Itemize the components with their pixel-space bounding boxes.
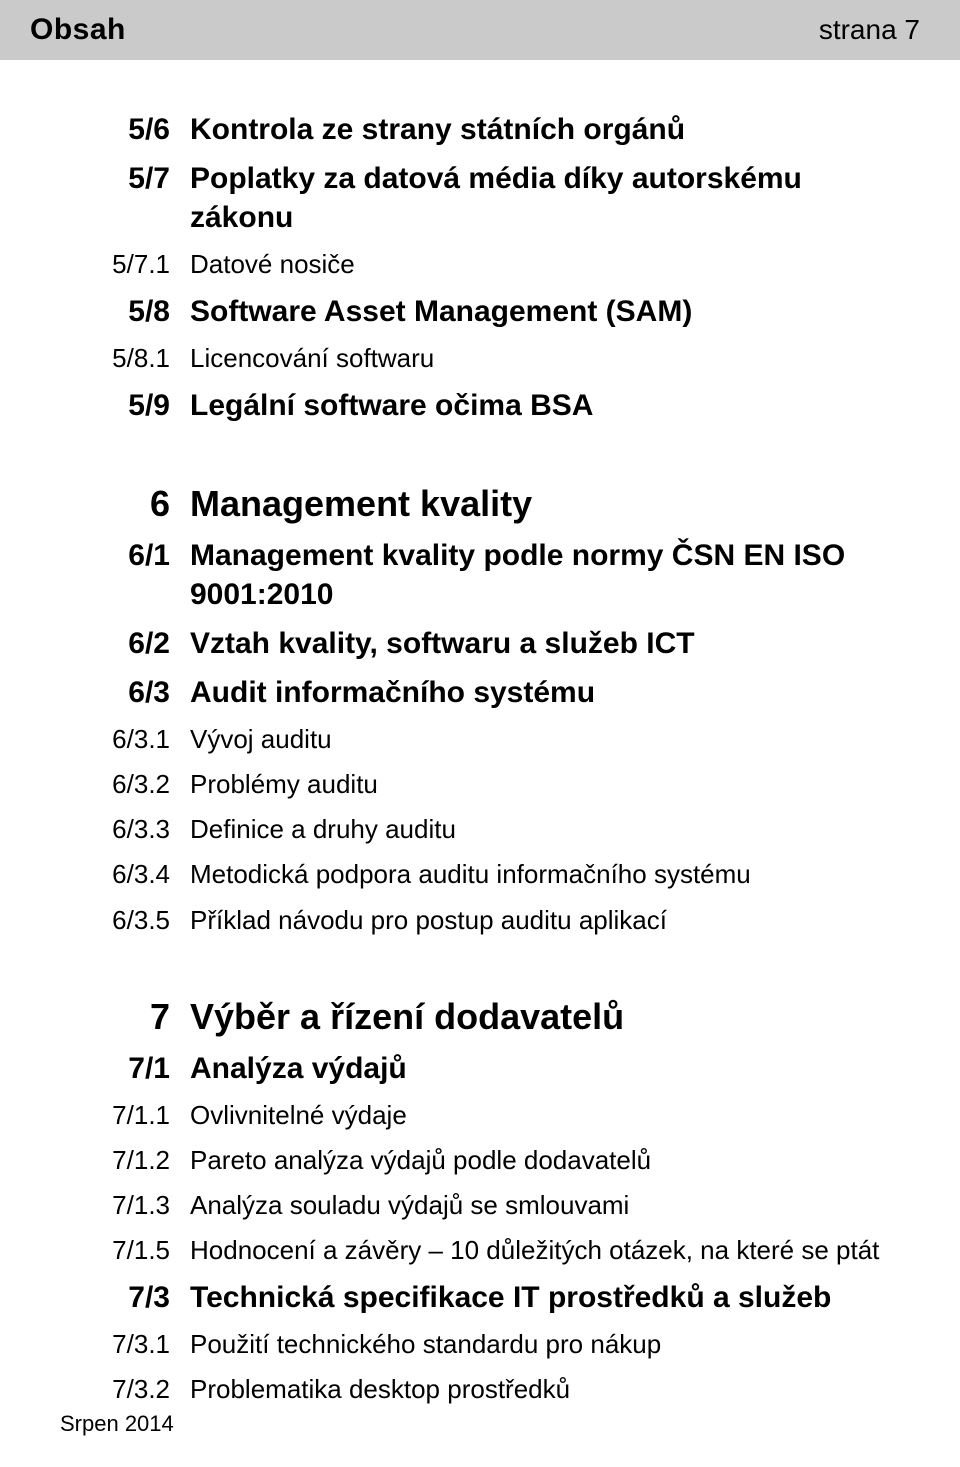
page: Obsah strana 7 5/6 Kontrola ze strany stá… [0, 0, 960, 1467]
toc-entry-text: Legální software očima BSA [190, 386, 910, 425]
toc-spacer [60, 435, 910, 471]
toc-entry-number: 6 [60, 481, 170, 526]
toc-entry-text: Problémy auditu [190, 767, 910, 802]
toc-entry-text: Analýza souladu výdajů se smlouvami [190, 1188, 910, 1223]
toc-entry-number: 7/1 [60, 1049, 170, 1088]
toc-entry-text: Datové nosiče [190, 247, 910, 282]
toc-entry-text: Analýza výdajů [190, 1049, 910, 1088]
toc-entry-text: Poplatky za datová média díky autorskému… [190, 159, 910, 237]
toc-entry-number: 6/3 [60, 673, 170, 712]
toc-entry-number: 5/9 [60, 386, 170, 425]
toc-entry-text: Metodická podpora auditu informačního sy… [190, 857, 910, 892]
toc-entry-text: Vývoj auditu [190, 722, 910, 757]
footer-date: Srpen 2014 [60, 1411, 174, 1437]
toc-entry-number: 7/1.3 [60, 1188, 170, 1223]
content-area: 5/6 Kontrola ze strany státních orgánů 5/7… [0, 60, 960, 1407]
toc-entry-number: 5/8 [60, 292, 170, 331]
toc-entry-text: Použití technického standardu pro nákup [190, 1327, 910, 1362]
toc-entry-text: Management kvality [190, 481, 910, 526]
toc-entry-text: Příklad návodu pro postup auditu aplikac… [190, 903, 910, 938]
toc-entry-text: Výběr a řízení dodavatelů [190, 994, 910, 1039]
header-bar: Obsah strana 7 [0, 0, 960, 60]
toc-entry-text: Technická specifikace IT prostředků a sl… [190, 1278, 910, 1317]
toc-entry-number: 5/7.1 [60, 247, 170, 282]
header-page-number: strana 7 [819, 14, 920, 46]
toc-entry-number: 7 [60, 994, 170, 1039]
toc-entry-text: Problematika desktop prostředků [190, 1372, 910, 1407]
toc-entry-text: Management kvality podle normy ČSN EN IS… [190, 536, 910, 614]
toc-entry-text: Vztah kvality, softwaru a služeb ICT [190, 624, 910, 663]
toc-entry-number: 7/1.5 [60, 1233, 170, 1268]
toc-entry-text: Ovlivnitelné výdaje [190, 1098, 910, 1133]
toc-entry-number: 6/1 [60, 536, 170, 575]
toc-entry-number: 6/3.3 [60, 812, 170, 847]
toc-entry-number: 5/7 [60, 159, 170, 198]
toc-entry-text: Licencování softwaru [190, 341, 910, 376]
header-title: Obsah [30, 13, 126, 47]
toc-entry-number: 6/2 [60, 624, 170, 663]
toc-entry-number: 7/3 [60, 1278, 170, 1317]
toc-entry-number: 7/3.2 [60, 1372, 170, 1407]
toc-entry-number: 6/3.1 [60, 722, 170, 757]
toc-entry-text: Pareto analýza výdajů podle dodavatelů [190, 1143, 910, 1178]
toc-entry-text: Definice a druhy auditu [190, 812, 910, 847]
toc-entry-text: Audit informačního systému [190, 673, 910, 712]
toc-entry-text: Kontrola ze strany státních orgánů [190, 110, 910, 149]
toc-entry-number: 6/3.5 [60, 903, 170, 938]
toc-entry-number: 5/6 [60, 110, 170, 149]
toc-entry-number: 7/1.2 [60, 1143, 170, 1178]
toc-entry-number: 6/3.2 [60, 767, 170, 802]
toc-entry-number: 5/8.1 [60, 341, 170, 376]
table-of-contents: 5/6 Kontrola ze strany státních orgánů 5/7… [60, 110, 910, 1407]
toc-spacer [60, 948, 910, 984]
toc-entry-number: 6/3.4 [60, 857, 170, 892]
toc-entry-text: Hodnocení a závěry – 10 důležitých otáze… [190, 1233, 910, 1268]
toc-entry-number: 7/3.1 [60, 1327, 170, 1362]
toc-entry-text: Software Asset Management (SAM) [190, 292, 910, 331]
toc-entry-number: 7/1.1 [60, 1098, 170, 1133]
